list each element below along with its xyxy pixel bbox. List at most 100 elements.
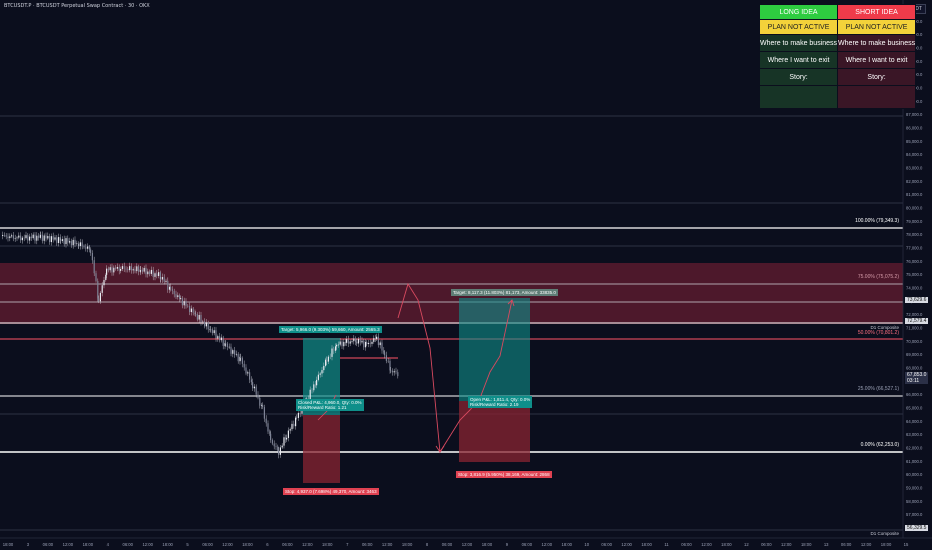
price-tick-label: 62,000.0 [906,446,923,451]
candle-body [351,341,353,342]
fib-label-75: 75.00% (75,075.2) [857,274,899,280]
time-tick-label: 06:00 [43,542,54,547]
candlestick-series[interactable] [2,231,399,459]
price-tick-label: 72,000.0 [906,312,923,317]
time-tick-label: 10 [584,542,589,547]
candle-body [18,235,20,238]
time-tick-label: 9 [506,542,509,547]
level-price-tag: 72,579.4 [905,318,929,324]
candle-body [190,308,192,313]
short-open-label: Open P&L: 1,811.4, Qty: 0.0% Risk/Reward… [468,396,533,408]
candle-body [220,337,222,341]
candle-body [217,336,219,339]
candle-body [189,306,191,313]
candle-body [243,363,245,368]
candle-body [379,342,381,346]
candle-body [299,412,301,414]
candle-body [23,237,25,239]
candle-body [309,389,311,400]
candle-body [5,235,7,237]
time-tick-label: 18:00 [322,542,333,547]
candle-body [377,336,379,346]
candle-body [371,341,373,344]
candle-body [387,360,389,362]
candle-body [52,236,54,240]
candle-body [359,338,361,343]
candle-body [265,418,267,424]
price-tick-label: 87,000.0 [906,112,923,117]
candle-body [391,370,393,373]
long-open-label: Closed P&L: 4,960.0, Qty: 0.0% Risk/Rewa… [296,399,364,411]
time-tick-label: 06:00 [442,542,453,547]
candle-body [140,269,142,271]
candle-body [30,236,32,239]
candle-body [115,267,117,269]
candle-body [337,344,339,346]
candle-body [175,294,177,298]
current-price-tag: 73,629.6 [905,297,929,303]
candle-body [316,379,318,386]
candle-body [85,247,87,249]
price-tick-label: 58,000.0 [906,499,923,504]
candle-body [336,344,338,347]
candle-body [366,341,368,345]
candle-body [61,239,63,241]
price-tick-label: 63,000.0 [906,432,923,437]
candle-body [16,237,18,239]
candle-body [335,346,337,351]
candle-body [228,346,230,348]
time-tick-label: 18:00 [801,542,812,547]
candle-body [349,341,351,344]
candle-body [3,235,5,236]
time-tick-label: 06:00 [202,542,213,547]
candle-body [36,235,38,241]
time-tick-label: 12:00 [781,542,792,547]
candle-body [230,346,232,354]
long-target-label: Target: 5,966.0 (9.303%) 59,660, Amount:… [279,326,382,333]
time-tick-label: 18:00 [83,542,94,547]
candle-body [118,266,120,271]
candle-body [78,246,80,247]
candle-body [67,238,69,243]
candle-body [76,243,78,245]
candle-body [278,450,280,455]
candle-body [9,236,11,239]
projection-path[interactable] [397,282,513,454]
short-plan-status: PLAN NOT ACTIVE [837,19,917,35]
candle-body [69,241,71,243]
price-tick-label: 70,000.0 [906,339,923,344]
candle-body [353,338,355,342]
candle-body [149,271,151,274]
long-stop-label: Stop: 4,937.0 (7.698%) 49,370, Amount: 3… [283,488,379,495]
d1-composite-label: D1 Composite [870,325,899,330]
candle-body [107,268,109,271]
time-axis[interactable]: 18:00 3 06:00 12:00 18:00 4 06:00 12:00 18:00 5 06… [3,542,909,547]
time-tick-label: 12:00 [63,542,74,547]
short-position-loss[interactable] [459,401,530,462]
candle-body [252,382,254,389]
candle-body [130,266,132,271]
short-position-profit[interactable] [459,298,530,401]
candle-body [29,236,31,241]
candle-body [321,370,323,374]
candle-body [129,266,131,271]
long-position-loss[interactable] [303,415,340,483]
candle-body [376,336,378,339]
price-tick-label: 64,000.0 [906,419,923,424]
candle-body [291,423,293,430]
time-tick-label: 18:00 [881,542,892,547]
candle-body [343,341,345,347]
candle-body [11,235,13,237]
price-tick-label: 65,000.0 [906,406,923,411]
candle-body [319,373,321,375]
candle-body [357,338,359,344]
candle-body [158,272,160,276]
time-tick-label: 3 [27,542,30,547]
symbol-title[interactable]: BTCUSDT.P · BTCUSDT Perpetual Swap Contr… [4,3,150,9]
time-tick-label: 12:00 [621,542,632,547]
candle-body [181,298,183,306]
candle-body [277,446,279,451]
candle-body [127,269,129,271]
candle-body [105,274,107,280]
candle-body [21,237,23,241]
